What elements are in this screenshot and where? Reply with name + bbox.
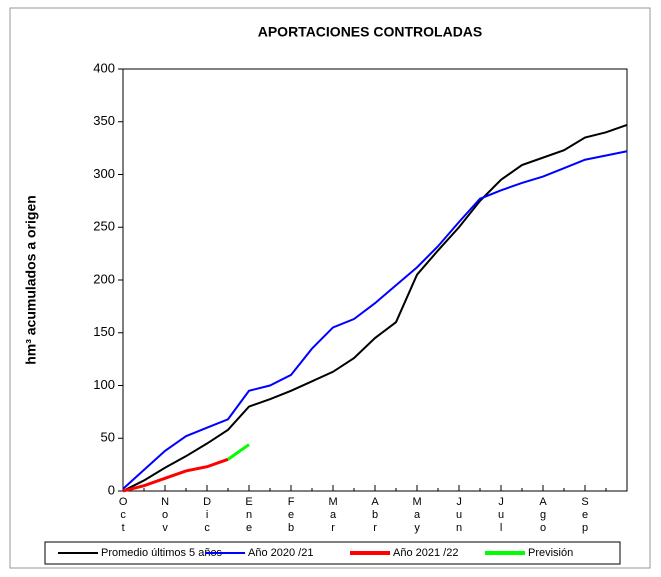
legend-label: Previsión [528,547,573,559]
line-series [227,443,250,461]
line-series [122,457,229,493]
legend [44,541,621,565]
frame [9,7,651,569]
x-tick-label: Ene [243,496,255,535]
y-tick-label: 250 [93,219,115,234]
legend-label: Año 2020 /21 [248,547,313,559]
y-tick-label: 400 [93,60,115,75]
x-tick-label: Abr [369,496,381,535]
x-tick-label: Dic [201,496,213,535]
legend-label: Año 2021 /22 [393,547,458,559]
chart-title: APORTACIONES CONTROLADAS [258,24,483,40]
x-tick-label: Mar [327,496,339,535]
y-axis-label: hm³ acumulados a origen [23,195,39,365]
x-tick-label: Sep [579,496,591,535]
y-tick-label: 300 [93,166,115,181]
x-tick-label: May [411,496,423,535]
legend-label: Promedio últimos 5 años [101,547,223,559]
y-tick-label: 150 [93,324,115,339]
y-tick-label: 200 [93,271,115,286]
x-tick-label: Jun [453,496,465,535]
x-tick-label: Jul [495,496,507,535]
x-tick-label: Oct [117,496,129,535]
y-tick-label: 50 [101,430,115,445]
line-series [122,150,628,490]
x-tick-label: Ago [537,496,549,535]
y-tick-label: 100 [93,377,115,392]
x-tick-label: Nov [159,496,171,535]
x-tick-label: Feb [285,496,297,535]
y-tick-label: 350 [93,113,115,128]
y-tick-label: 0 [108,482,115,497]
line-series [122,123,628,492]
